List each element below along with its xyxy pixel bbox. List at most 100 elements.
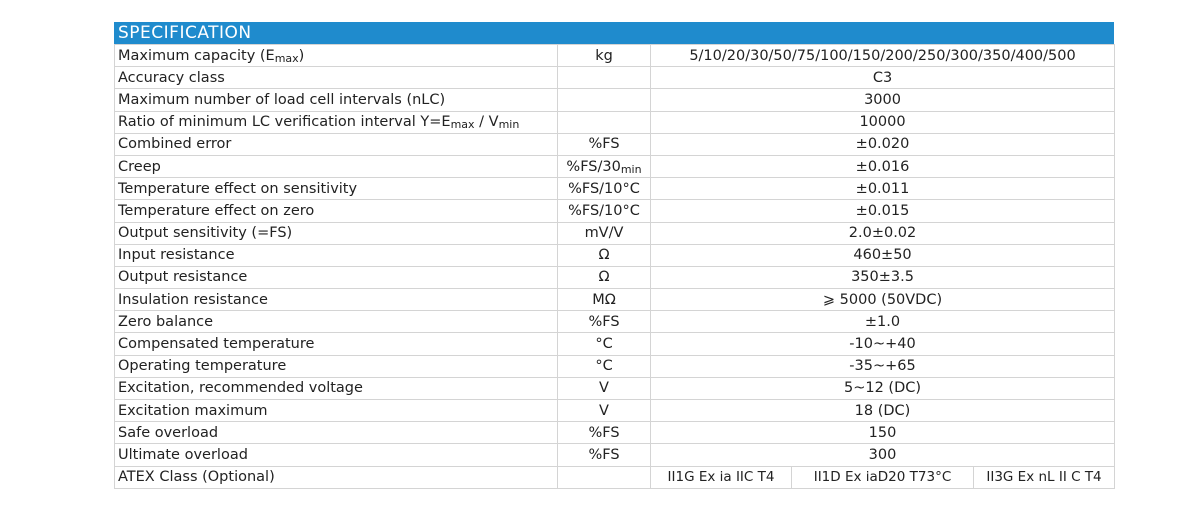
- spec-param-label: Excitation maximum: [118, 402, 268, 419]
- spec-row: Operating temperature °C -35~+65: [114, 354, 1116, 378]
- spec-value-cell: ±0.016: [649, 154, 1116, 179]
- spec-unit-cell: %FS/10°C: [557, 199, 651, 223]
- spec-unit-cell: V: [557, 398, 651, 423]
- spec-param-label: Output resistance: [118, 269, 248, 286]
- spec-row: Temperature effect on zero %FS/10°C ±0.015: [114, 199, 1116, 223]
- spec-unit-cell: °C: [557, 354, 651, 378]
- spec-value-cell: 18 (DC): [649, 398, 1116, 423]
- spec-unit-label: %FS: [588, 446, 620, 463]
- spec-unit-cell: MΩ: [557, 288, 651, 312]
- spec-row: Compensated temperature °C -10~+40: [114, 332, 1116, 356]
- spec-unit-cell: %FS/10°C: [557, 177, 651, 201]
- spec-unit-cell: Ω: [557, 243, 651, 267]
- spec-param-cell: Excitation maximum: [114, 398, 558, 423]
- spec-unit-label: Ω: [598, 247, 610, 264]
- spec-value-cell: ±0.011: [649, 177, 1116, 201]
- spec-value-cell: 5~12 (DC): [649, 376, 1116, 401]
- spec-value-cell: 3000: [649, 88, 1116, 112]
- spec-row: Safe overload %FS 150: [114, 421, 1116, 445]
- spec-row: Output resistance Ω 350±3.5: [114, 265, 1116, 290]
- spec-value-cell: ±1.0: [649, 310, 1116, 334]
- spec-param-label: Combined error: [118, 136, 232, 153]
- spec-param-subscript: max: [450, 118, 475, 132]
- spec-param-label: Ratio of minimum LC verification interva…: [118, 114, 451, 131]
- spec-param-cell: Creep: [114, 154, 558, 179]
- spec-unit-label: kg: [595, 47, 613, 64]
- spec-unit-cell: [557, 66, 651, 90]
- spec-value-cell: ±0.015: [649, 199, 1116, 223]
- spec-param-subscript: max: [274, 51, 299, 65]
- spec-param-label: Creep: [118, 158, 161, 175]
- spec-value-cell: ±0.020: [649, 132, 1116, 156]
- spec-unit-label: V: [599, 380, 609, 397]
- spec-param-label-tail: / V: [474, 114, 499, 131]
- spec-unit-cell: [557, 465, 651, 489]
- spec-value-cell: 5/10/20/30/50/75/100/150/200/250/300/350…: [649, 43, 1116, 68]
- spec-row: Output sensitivity (=FS) mV/V 2.0±0.02: [114, 221, 1116, 245]
- spec-param-label: Temperature effect on zero: [118, 202, 315, 219]
- spec-param-cell: Maximum number of load cell intervals (n…: [114, 88, 558, 112]
- spec-row: Temperature effect on sensitivity %FS/10°…: [114, 177, 1116, 201]
- spec-param-label: Maximum capacity (E: [118, 47, 275, 64]
- spec-param-label: Accuracy class: [118, 69, 225, 86]
- spec-value-cell: 2.0±0.02: [649, 221, 1116, 245]
- spec-unit-cell: °C: [557, 332, 651, 356]
- spec-param-label: Temperature effect on sensitivity: [118, 180, 358, 197]
- spec-param-label: Ultimate overload: [118, 446, 248, 463]
- spec-param-cell: Insulation resistance: [114, 288, 558, 312]
- spec-unit-label: %FS/10°C: [568, 180, 640, 197]
- spec-unit-label: MΩ: [592, 291, 616, 308]
- spec-param-label: Zero balance: [118, 313, 214, 330]
- spec-param-label: Input resistance: [118, 247, 235, 264]
- spec-row: Maximum number of load cell intervals (n…: [114, 88, 1116, 112]
- spec-unit-label: °C: [595, 358, 613, 375]
- atex-class-cell: II1D Ex iaD20 T73°C: [791, 465, 974, 489]
- specification-table: Maximum capacity (Emax) kg 5/10/20/30/50/7…: [114, 43, 1116, 489]
- spec-param-cell: Temperature effect on zero: [114, 199, 558, 223]
- spec-param-cell: Temperature effect on sensitivity: [114, 177, 558, 201]
- spec-param-cell: Ultimate overload: [114, 443, 558, 467]
- spec-unit-label: °C: [595, 336, 613, 353]
- spec-unit-label: %FS/30: [566, 158, 621, 175]
- spec-unit-cell: %FS: [557, 421, 651, 445]
- spec-param-cell: Accuracy class: [114, 66, 558, 90]
- spec-param-label: Safe overload: [118, 424, 219, 441]
- spec-param-cell: Maximum capacity (Emax): [114, 43, 558, 68]
- spec-unit-label: %FS/10°C: [568, 202, 640, 219]
- spec-unit-cell: %FS/30min: [557, 154, 651, 179]
- spec-unit-cell: mV/V: [557, 221, 651, 245]
- spec-unit-cell: %FS: [557, 310, 651, 334]
- spec-value-cell: 460±50: [649, 243, 1116, 267]
- spec-row: Combined error %FS ±0.020: [114, 132, 1116, 156]
- spec-unit-label: %FS: [588, 424, 620, 441]
- spec-value-cell: 10000: [649, 110, 1116, 134]
- spec-row: Input resistance Ω 460±50: [114, 243, 1116, 267]
- spec-unit-label: %FS: [588, 136, 620, 153]
- spec-param-label: Operating temperature: [118, 358, 287, 375]
- spec-value-cell: -35~+65: [649, 354, 1116, 378]
- spec-param-cell: Compensated temperature: [114, 332, 558, 356]
- spec-param-cell: Output sensitivity (=FS): [114, 221, 558, 245]
- spec-param-label: Excitation, recommended voltage: [118, 380, 363, 397]
- spec-value-cell: -10~+40: [649, 332, 1116, 356]
- spec-value-cell: ⩾ 5000 (50VDC): [649, 288, 1116, 312]
- spec-value-cell: 350±3.5: [649, 265, 1116, 290]
- spec-param-cell: Excitation, recommended voltage: [114, 376, 558, 401]
- spec-value-cell: C3: [649, 66, 1116, 90]
- atex-class-cell: II3G Ex nL II C T4: [972, 465, 1116, 489]
- spec-param-cell: Safe overload: [114, 421, 558, 445]
- spec-unit-cell: %FS: [557, 443, 651, 467]
- specification-header: SPECIFICATION: [114, 22, 1114, 44]
- spec-row: Ratio of minimum LC verification interva…: [114, 110, 1116, 134]
- spec-unit-cell: V: [557, 376, 651, 401]
- spec-row: Excitation maximum V 18 (DC): [114, 398, 1116, 423]
- spec-unit-label: mV/V: [584, 225, 624, 242]
- spec-param-cell: Input resistance: [114, 243, 558, 267]
- spec-unit-cell: [557, 110, 651, 134]
- spec-unit-label: V: [599, 402, 609, 419]
- specification-table-body: Maximum capacity (Emax) kg 5/10/20/30/50/7…: [114, 43, 1116, 489]
- spec-param-subscript: min: [498, 118, 520, 132]
- spec-param-label: Maximum number of load cell intervals (n…: [118, 91, 446, 108]
- spec-row: Excitation, recommended voltage V 5~12 (DC…: [114, 376, 1116, 401]
- spec-param-cell: Operating temperature: [114, 354, 558, 378]
